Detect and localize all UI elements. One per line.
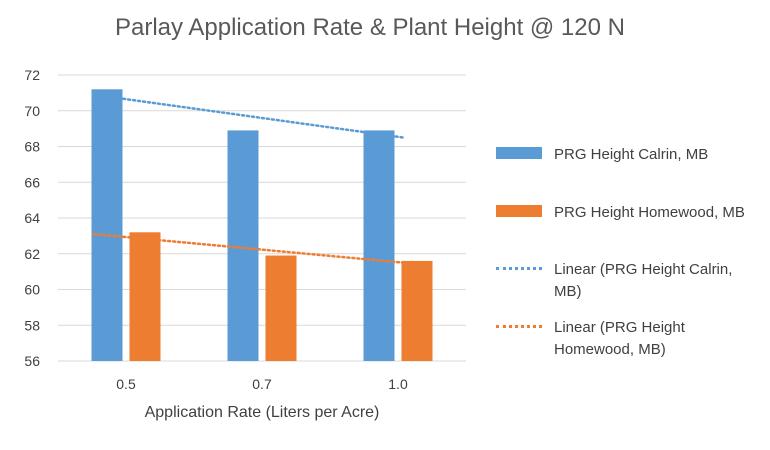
y-tick-label: 58 — [24, 317, 40, 333]
x-axis-label: Application Rate (Liters per Acre) — [144, 404, 380, 421]
y-tick-label: 70 — [24, 103, 40, 119]
legend-item-trend-homewood: Linear (PRG Height Homewood, MB) — [496, 317, 766, 361]
y-tick-label: 66 — [24, 174, 40, 190]
y-tick-label: 56 — [24, 353, 40, 369]
legend-label-trend-calrin: Linear (PRG Height Calrin, MB) — [554, 261, 733, 300]
trendline-homewood — [92, 232, 405, 264]
legend-swatch-trend-homewood — [496, 324, 542, 328]
x-tick-label: 0.5 — [116, 376, 136, 392]
legend-label-homewood: PRG Height Homewood, MB — [554, 204, 745, 221]
legend-swatch-homewood — [496, 205, 542, 217]
y-tick-label: 72 — [24, 67, 40, 83]
chart-title: Parlay Application Rate & Plant Height @… — [115, 14, 625, 41]
x-tick-label: 1.0 — [388, 376, 408, 392]
y-tick-label: 64 — [24, 210, 40, 226]
legend-label-calrin: PRG Height Calrin, MB — [554, 146, 709, 163]
bar-homewood-1.0 — [401, 260, 433, 361]
legend-label-trend-homewood: Linear (PRG Height Homewood, MB) — [554, 319, 685, 358]
trendlines — [92, 93, 405, 264]
legend-item-calrin: PRG Height Calrin, MB — [496, 144, 766, 166]
trendline-calrin — [92, 93, 405, 139]
y-tick-label: 62 — [24, 246, 40, 262]
x-axis-ticks: 0.5 0.7 1.0 — [116, 376, 408, 392]
bar-calrin-0.5 — [91, 89, 123, 362]
y-axis-ticks: 56 58 60 62 64 66 68 70 72 — [24, 67, 40, 369]
bar-calrin-1.0 — [363, 130, 395, 361]
bars — [91, 89, 433, 362]
gridlines — [58, 74, 466, 362]
bar-homewood-0.5 — [129, 232, 161, 361]
legend-swatch-trend-calrin — [496, 266, 542, 270]
y-tick-label: 68 — [24, 139, 40, 155]
legend-item-trend-calrin: Linear (PRG Height Calrin, MB) — [496, 259, 766, 303]
legend-item-homewood: PRG Height Homewood, MB — [496, 202, 766, 224]
bar-calrin-0.7 — [227, 130, 259, 361]
y-tick-label: 60 — [24, 282, 40, 298]
bar-homewood-0.7 — [265, 255, 297, 361]
legend-swatch-calrin — [496, 147, 542, 159]
x-tick-label: 0.7 — [252, 376, 272, 392]
